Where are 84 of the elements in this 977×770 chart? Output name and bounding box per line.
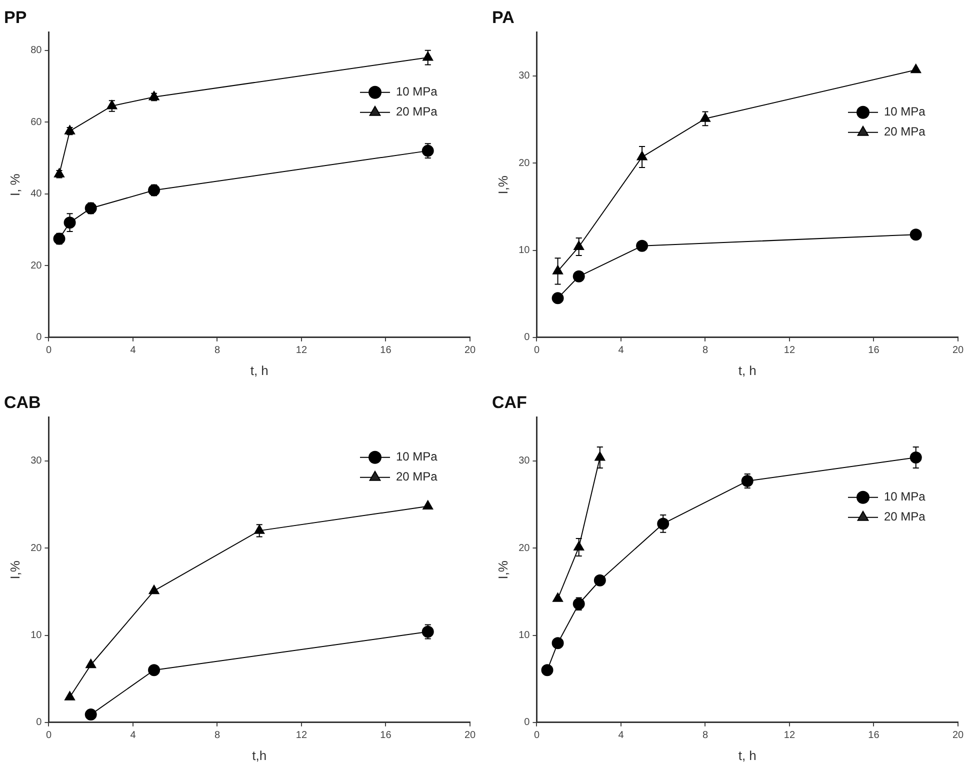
legend-label: 10 MPa bbox=[396, 84, 438, 99]
x-tick-label: 20 bbox=[952, 345, 964, 356]
point bbox=[910, 451, 922, 464]
y-tick-label: 10 bbox=[30, 630, 42, 642]
y-tick-label: 30 bbox=[518, 456, 530, 467]
point bbox=[64, 691, 76, 700]
chart-title: PP bbox=[4, 8, 27, 27]
x-axis-title: t, h bbox=[250, 362, 268, 378]
point bbox=[657, 518, 670, 530]
y-axis-title: I,% bbox=[7, 560, 22, 580]
y-tick-label: 20 bbox=[30, 542, 42, 554]
point bbox=[594, 574, 606, 586]
chart-title: CAB bbox=[4, 392, 41, 412]
y-tick-label: 0 bbox=[36, 332, 42, 344]
point bbox=[422, 626, 434, 638]
legend-label: 20 MPa bbox=[396, 470, 438, 484]
x-tick-label: 8 bbox=[214, 730, 220, 742]
y-axis-title: I,% bbox=[495, 175, 510, 194]
x-tick-label: 0 bbox=[534, 345, 540, 356]
y-tick-label: 0 bbox=[36, 717, 42, 728]
point bbox=[552, 637, 564, 650]
y-tick-label: 80 bbox=[30, 45, 42, 56]
y-tick-label: 30 bbox=[518, 70, 530, 82]
y-tick-label: 20 bbox=[518, 158, 530, 169]
point bbox=[541, 664, 554, 676]
x-tick-label: 0 bbox=[46, 730, 52, 742]
point bbox=[552, 592, 564, 602]
y-tick-label: 10 bbox=[518, 245, 530, 256]
y-tick-label: 10 bbox=[518, 630, 530, 642]
point bbox=[741, 475, 754, 488]
legend-label: 20 MPa bbox=[884, 510, 926, 524]
x-tick-label: 0 bbox=[46, 345, 52, 356]
y-axis-title: I, % bbox=[7, 173, 22, 196]
x-tick-label: 12 bbox=[784, 345, 796, 356]
point bbox=[422, 500, 434, 510]
legend-label: 10 MPa bbox=[396, 450, 438, 464]
x-tick-label: 12 bbox=[784, 730, 796, 742]
point bbox=[84, 708, 97, 721]
x-tick-label: 16 bbox=[380, 345, 392, 356]
point bbox=[422, 144, 434, 157]
y-tick-label: 60 bbox=[30, 116, 42, 128]
y-tick-label: 0 bbox=[524, 332, 530, 344]
y-tick-label: 20 bbox=[30, 260, 42, 272]
point bbox=[64, 216, 76, 229]
x-axis-title: t,h bbox=[252, 748, 267, 763]
point bbox=[148, 584, 160, 594]
y-tick-label: 40 bbox=[30, 188, 42, 200]
x-axis-title: t, h bbox=[738, 362, 756, 378]
y-tick-label: 0 bbox=[524, 717, 530, 728]
legend-label: 20 MPa bbox=[396, 104, 438, 119]
x-tick-label: 4 bbox=[618, 345, 624, 356]
point bbox=[636, 240, 648, 252]
point bbox=[572, 270, 585, 282]
point bbox=[86, 658, 96, 668]
x-tick-label: 4 bbox=[130, 730, 136, 742]
y-tick-label: 30 bbox=[30, 456, 42, 467]
x-tick-label: 16 bbox=[868, 345, 880, 356]
x-tick-label: 4 bbox=[618, 730, 624, 742]
point bbox=[148, 664, 160, 676]
x-tick-label: 16 bbox=[380, 730, 392, 742]
x-tick-label: 20 bbox=[464, 345, 476, 356]
y-axis-title: I,% bbox=[495, 560, 510, 580]
x-tick-label: 12 bbox=[296, 345, 308, 356]
point bbox=[552, 292, 564, 304]
chart-title: CAF bbox=[492, 392, 527, 412]
x-tick-label: 4 bbox=[130, 345, 136, 356]
x-axis-title: t, h bbox=[738, 748, 756, 763]
x-tick-label: 0 bbox=[534, 730, 540, 742]
x-tick-label: 20 bbox=[464, 730, 476, 742]
x-tick-label: 8 bbox=[214, 345, 220, 356]
point bbox=[422, 52, 434, 61]
legend-label: 10 MPa bbox=[884, 490, 926, 504]
x-tick-label: 8 bbox=[702, 345, 708, 356]
x-tick-label: 12 bbox=[296, 730, 308, 742]
legend-label: 20 MPa bbox=[884, 124, 926, 139]
legend-label: 10 MPa bbox=[884, 104, 926, 119]
x-tick-label: 16 bbox=[868, 730, 880, 742]
chart-title: PA bbox=[492, 8, 514, 27]
x-tick-label: 20 bbox=[952, 730, 964, 742]
point bbox=[910, 228, 922, 241]
x-tick-label: 8 bbox=[702, 730, 708, 742]
point bbox=[636, 151, 648, 160]
point bbox=[910, 64, 922, 74]
y-tick-label: 20 bbox=[518, 542, 530, 554]
